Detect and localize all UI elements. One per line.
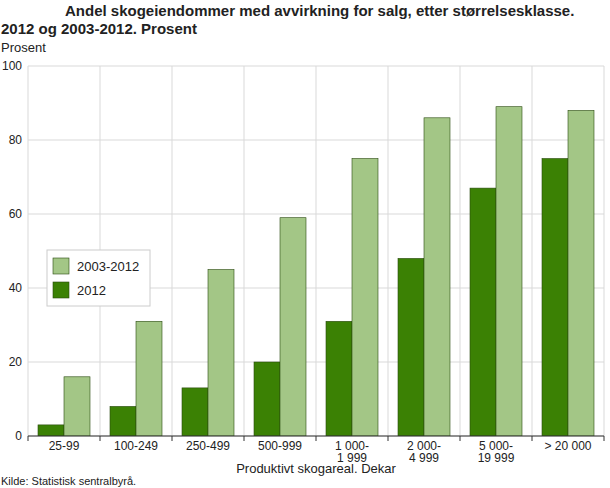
x-tick bbox=[100, 436, 101, 441]
y-tick-label: 0 bbox=[15, 429, 22, 443]
title: Andel skogeiendommer med avvirkning for … bbox=[1, 2, 574, 37]
bar bbox=[352, 159, 378, 437]
legend-swatch bbox=[53, 258, 69, 274]
bars bbox=[38, 107, 594, 436]
x-tick bbox=[532, 436, 533, 441]
x-tick-label: > 20 000 bbox=[544, 439, 591, 453]
legend-label: 2003-2012 bbox=[77, 259, 139, 274]
grid-line bbox=[244, 66, 245, 436]
y-tick-label: 100 bbox=[2, 59, 22, 73]
bar bbox=[38, 425, 64, 436]
x-tick bbox=[388, 436, 389, 441]
bar bbox=[398, 258, 424, 436]
bar bbox=[568, 110, 594, 436]
y-axis-label: Prosent bbox=[1, 40, 46, 55]
bar bbox=[182, 388, 208, 436]
x-tick bbox=[316, 436, 317, 441]
source: Kilde: Statistisk sentralbyrå. bbox=[1, 475, 136, 487]
x-tick bbox=[604, 436, 605, 441]
chart: Andel skogeiendommer med avvirkning for … bbox=[0, 0, 610, 488]
legend-label: 2012 bbox=[77, 283, 106, 298]
x-tick bbox=[28, 436, 29, 441]
bar bbox=[470, 188, 496, 436]
bar bbox=[496, 107, 522, 436]
x-tick-label: 5 000-19 999 bbox=[478, 439, 515, 465]
grid-line bbox=[532, 66, 533, 436]
x-tick-label: 100-249 bbox=[114, 439, 158, 453]
bar bbox=[280, 218, 306, 436]
x-tick-label: 2 000-4 999 bbox=[407, 439, 441, 465]
grid-line bbox=[316, 66, 317, 436]
bar bbox=[136, 321, 162, 436]
bar bbox=[254, 362, 280, 436]
x-tick bbox=[244, 436, 245, 441]
x-axis-label: Produktivt skogareal. Dekar bbox=[236, 461, 396, 476]
x-tick-label: 250-499 bbox=[186, 439, 230, 453]
legend: 2003-2012 2012 bbox=[47, 250, 150, 306]
x-tick bbox=[172, 436, 173, 441]
y-tick-label: 60 bbox=[9, 207, 23, 221]
bar bbox=[542, 159, 568, 437]
grid-line bbox=[28, 66, 29, 436]
grid-line bbox=[604, 66, 605, 436]
y-tick-label: 80 bbox=[9, 133, 23, 147]
bar bbox=[64, 377, 90, 436]
grid-line bbox=[460, 66, 461, 436]
bar bbox=[326, 321, 352, 436]
grid-line bbox=[172, 66, 173, 436]
x-tick bbox=[460, 436, 461, 441]
y-tick-label: 20 bbox=[9, 355, 23, 369]
x-tick-label: 500-999 bbox=[258, 439, 302, 453]
grid-line bbox=[388, 66, 389, 436]
bar bbox=[208, 270, 234, 437]
bar bbox=[424, 118, 450, 436]
y-tick-label: 40 bbox=[9, 281, 23, 295]
legend-box bbox=[47, 250, 150, 306]
legend-swatch bbox=[53, 282, 69, 298]
bar bbox=[110, 406, 136, 436]
x-tick-label: 25-99 bbox=[49, 439, 80, 453]
